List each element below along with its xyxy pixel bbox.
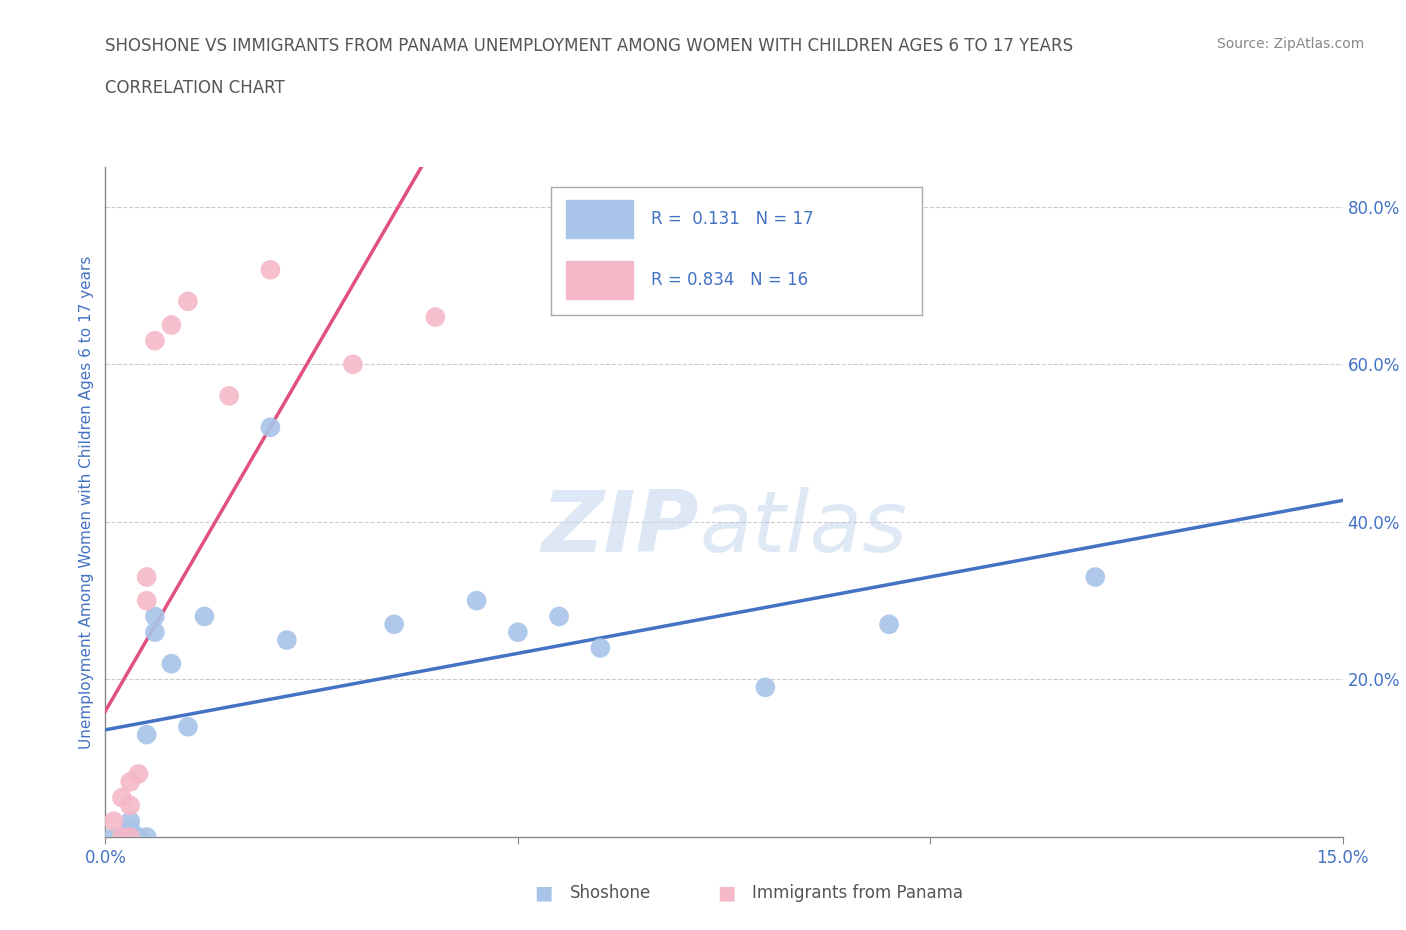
- Point: [218, 389, 240, 404]
- Point: [135, 569, 157, 584]
- Point: [135, 727, 157, 742]
- Point: [177, 294, 200, 309]
- Point: [160, 317, 183, 332]
- Point: [193, 609, 215, 624]
- Point: [143, 625, 166, 640]
- Point: [120, 830, 142, 844]
- Point: [276, 632, 298, 647]
- Point: [103, 830, 125, 844]
- Text: CORRELATION CHART: CORRELATION CHART: [105, 79, 285, 97]
- Point: [120, 798, 142, 813]
- Point: [342, 357, 364, 372]
- Point: [127, 766, 149, 781]
- Point: [127, 830, 149, 844]
- Point: [177, 719, 200, 734]
- Point: [877, 617, 900, 631]
- Point: [120, 775, 142, 790]
- Point: [754, 680, 776, 695]
- Text: Source: ZipAtlas.com: Source: ZipAtlas.com: [1216, 37, 1364, 51]
- Point: [103, 814, 125, 829]
- Point: [120, 822, 142, 837]
- Point: [135, 593, 157, 608]
- Point: [506, 625, 529, 640]
- Point: [143, 609, 166, 624]
- Point: [465, 593, 488, 608]
- Y-axis label: Unemployment Among Women with Children Ages 6 to 17 years: Unemployment Among Women with Children A…: [79, 256, 94, 749]
- Point: [259, 262, 281, 277]
- Text: Immigrants from Panama: Immigrants from Panama: [752, 884, 963, 902]
- Point: [160, 657, 183, 671]
- Point: [382, 617, 405, 631]
- Text: SHOSHONE VS IMMIGRANTS FROM PANAMA UNEMPLOYMENT AMONG WOMEN WITH CHILDREN AGES 6: SHOSHONE VS IMMIGRANTS FROM PANAMA UNEMP…: [105, 37, 1074, 55]
- Text: ■: ■: [717, 884, 735, 902]
- Point: [120, 814, 142, 829]
- Point: [111, 790, 134, 805]
- Point: [425, 310, 447, 325]
- Point: [259, 420, 281, 435]
- Point: [111, 830, 134, 844]
- Point: [589, 641, 612, 656]
- Point: [111, 830, 134, 844]
- Text: ■: ■: [534, 884, 553, 902]
- Point: [143, 333, 166, 348]
- Text: atlas: atlas: [699, 487, 907, 570]
- Text: ZIP: ZIP: [541, 487, 699, 570]
- Point: [1084, 569, 1107, 584]
- Text: Shoshone: Shoshone: [569, 884, 651, 902]
- Point: [135, 830, 157, 844]
- Point: [548, 609, 571, 624]
